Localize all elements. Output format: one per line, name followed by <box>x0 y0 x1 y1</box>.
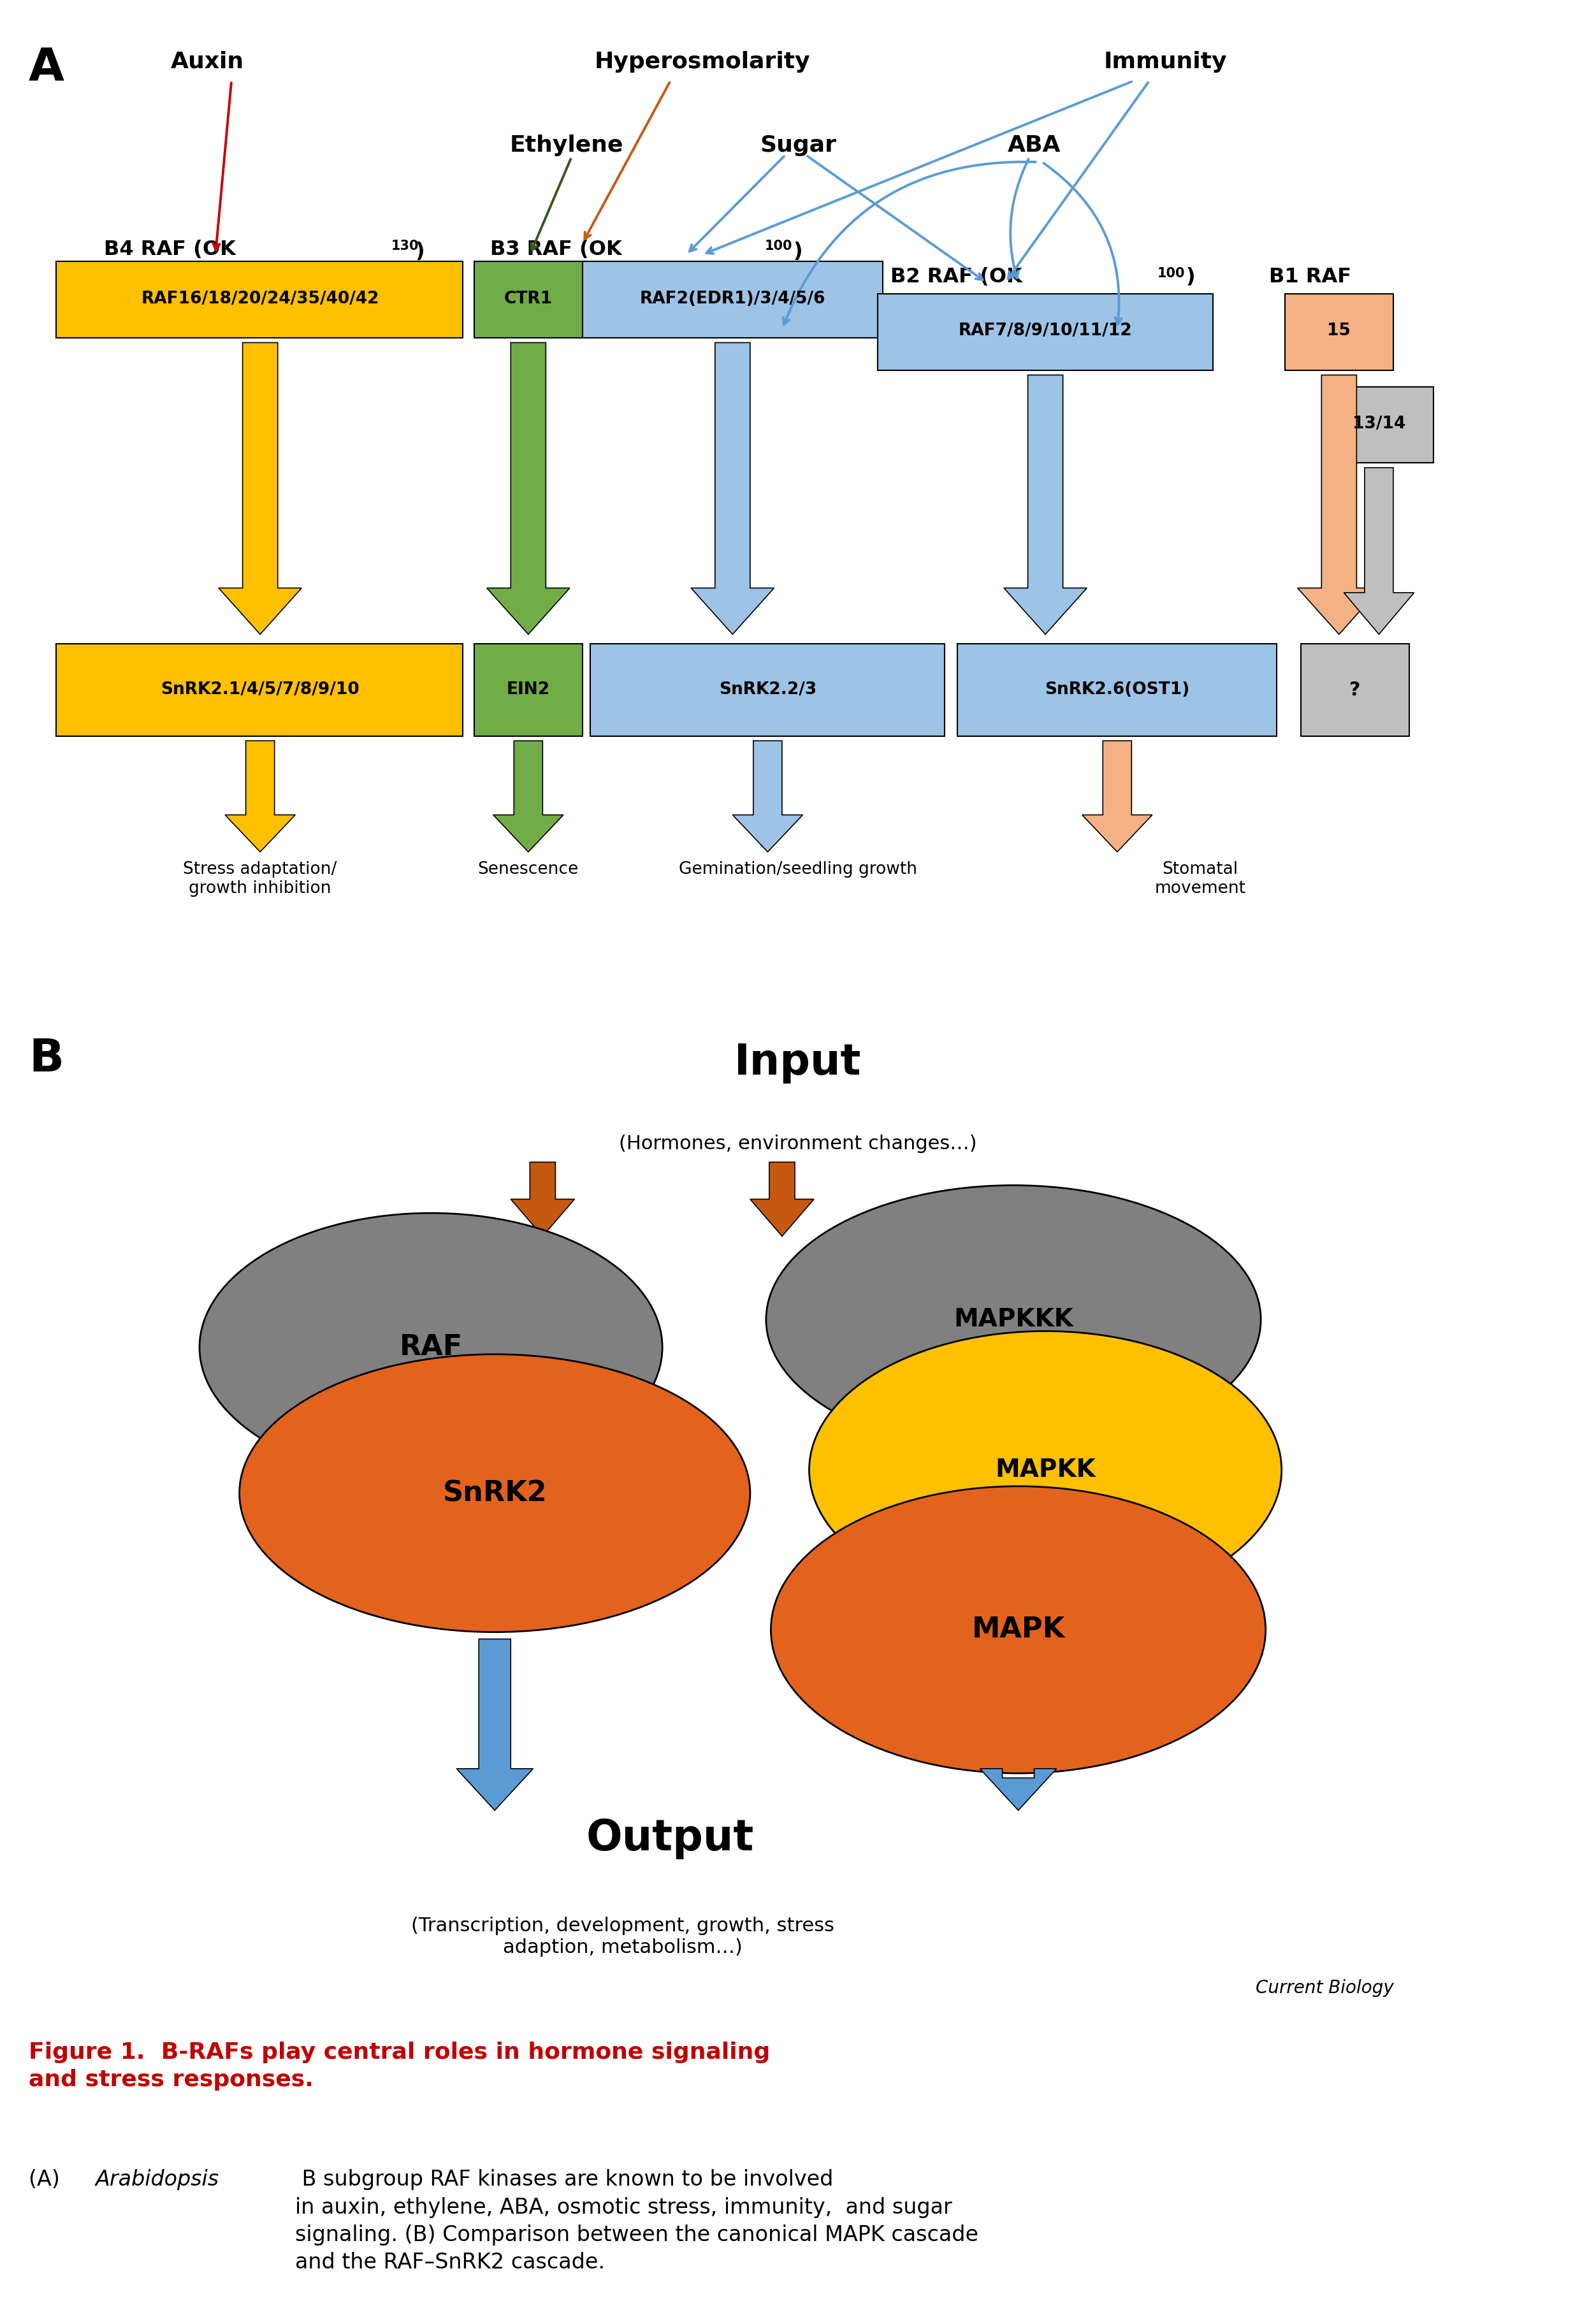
Text: B subgroup RAF kinases are known to be involved
in auxin, ethylene, ABA, osmotic: B subgroup RAF kinases are known to be i… <box>295 2169 978 2273</box>
Polygon shape <box>691 343 774 634</box>
Text: Arabidopsis: Arabidopsis <box>96 2169 220 2190</box>
FancyBboxPatch shape <box>878 294 1213 370</box>
Text: Immunity: Immunity <box>1103 51 1227 72</box>
FancyBboxPatch shape <box>56 262 463 338</box>
Text: B3 RAF (OK: B3 RAF (OK <box>490 238 622 259</box>
FancyBboxPatch shape <box>474 644 583 736</box>
Text: (Hormones, environment changes…): (Hormones, environment changes…) <box>619 1134 977 1153</box>
Polygon shape <box>980 1769 1057 1810</box>
Text: SnRK2.6(OST1): SnRK2.6(OST1) <box>1045 681 1189 699</box>
Text: A: A <box>29 46 64 90</box>
Text: Hyperosmolarity: Hyperosmolarity <box>594 51 811 72</box>
Text: 100: 100 <box>764 238 792 252</box>
FancyBboxPatch shape <box>1325 387 1433 463</box>
FancyBboxPatch shape <box>1301 644 1409 736</box>
Polygon shape <box>1344 468 1414 634</box>
Polygon shape <box>750 1162 814 1236</box>
Polygon shape <box>1004 375 1087 634</box>
Text: MAPKKK: MAPKKK <box>954 1308 1073 1331</box>
Text: SnRK2.1/4/5/7/8/9/10: SnRK2.1/4/5/7/8/9/10 <box>161 681 359 699</box>
Text: (A): (A) <box>29 2169 64 2190</box>
Text: B: B <box>29 1037 64 1081</box>
FancyBboxPatch shape <box>583 262 883 338</box>
Text: Senescence: Senescence <box>477 861 579 877</box>
Text: MAPK: MAPK <box>972 1616 1065 1644</box>
Text: (Transcription, development, growth, stress
adaption, metabolism…): (Transcription, development, growth, str… <box>410 1917 835 1956</box>
Text: 100: 100 <box>1157 266 1184 280</box>
Polygon shape <box>225 741 295 852</box>
Text: EIN2: EIN2 <box>506 681 551 699</box>
FancyBboxPatch shape <box>1285 294 1393 370</box>
Text: MAPKK: MAPKK <box>996 1458 1095 1482</box>
FancyBboxPatch shape <box>56 644 463 736</box>
Text: Figure 1.  B-RAFs play central roles in hormone signaling
and stress responses.: Figure 1. B-RAFs play central roles in h… <box>29 2042 771 2090</box>
Polygon shape <box>1082 741 1152 852</box>
Polygon shape <box>511 1162 575 1236</box>
FancyBboxPatch shape <box>958 644 1277 736</box>
Text: Output: Output <box>586 1817 755 1859</box>
Ellipse shape <box>771 1486 1266 1773</box>
Text: Input: Input <box>734 1042 862 1083</box>
Text: RAF: RAF <box>399 1333 463 1361</box>
Text: Ethylene: Ethylene <box>509 134 624 155</box>
Text: 130: 130 <box>391 238 418 252</box>
Text: B2 RAF (OK: B2 RAF (OK <box>891 266 1023 287</box>
Ellipse shape <box>766 1185 1261 1454</box>
Text: ABA: ABA <box>1007 134 1061 155</box>
Polygon shape <box>456 1639 533 1810</box>
Text: B1 RAF: B1 RAF <box>1269 266 1352 287</box>
Text: ?: ? <box>1349 681 1361 699</box>
Polygon shape <box>733 741 803 852</box>
FancyBboxPatch shape <box>591 644 945 736</box>
Polygon shape <box>1298 375 1381 634</box>
Text: Gemination/seedling growth: Gemination/seedling growth <box>678 861 918 877</box>
Text: 15: 15 <box>1328 322 1350 340</box>
Polygon shape <box>219 343 302 634</box>
Text: RAF2(EDR1)/3/4/5/6: RAF2(EDR1)/3/4/5/6 <box>640 289 825 308</box>
Text: SnRK2: SnRK2 <box>442 1479 547 1507</box>
Text: 13/14: 13/14 <box>1352 414 1406 433</box>
Ellipse shape <box>809 1331 1282 1609</box>
Text: ): ) <box>793 241 803 262</box>
Text: Sugar: Sugar <box>760 134 836 155</box>
Text: Auxin: Auxin <box>171 51 244 72</box>
Polygon shape <box>493 741 563 852</box>
Text: Stress adaptation/
growth inhibition: Stress adaptation/ growth inhibition <box>184 861 337 896</box>
Ellipse shape <box>239 1354 750 1632</box>
Text: RAF7/8/9/10/11/12: RAF7/8/9/10/11/12 <box>959 322 1132 340</box>
Polygon shape <box>487 343 570 634</box>
Text: ): ) <box>415 241 425 262</box>
FancyBboxPatch shape <box>474 262 583 338</box>
Text: RAF16/18/20/24/35/40/42: RAF16/18/20/24/35/40/42 <box>140 289 380 308</box>
Text: Stomatal
movement: Stomatal movement <box>1154 861 1246 896</box>
Text: ): ) <box>1186 266 1195 287</box>
Ellipse shape <box>200 1213 662 1482</box>
Text: B4 RAF (OK: B4 RAF (OK <box>104 238 236 259</box>
Text: SnRK2.2/3: SnRK2.2/3 <box>718 681 817 699</box>
Text: Current Biology: Current Biology <box>1256 1979 1393 1998</box>
Text: CTR1: CTR1 <box>504 289 552 308</box>
